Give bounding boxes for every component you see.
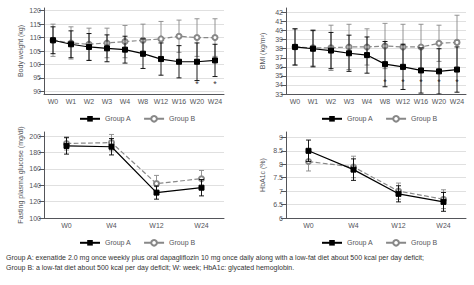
svg-text:6: 6 — [279, 215, 283, 222]
svg-text:W16: W16 — [172, 98, 187, 105]
svg-text:W4: W4 — [106, 222, 117, 229]
svg-text:W2: W2 — [326, 98, 337, 105]
svg-text:7: 7 — [279, 188, 283, 195]
svg-text:*: * — [437, 77, 441, 87]
svg-text:40: 40 — [275, 27, 283, 34]
svg-text:W24: W24 — [450, 98, 465, 105]
svg-text:120: 120 — [29, 7, 41, 14]
svg-text:Group B: Group B — [169, 239, 195, 247]
svg-text:37: 37 — [275, 54, 283, 61]
svg-text:105: 105 — [29, 48, 41, 55]
svg-text:Group B: a low-fat diet about: Group B: a low-fat diet about 500 kcal p… — [6, 264, 294, 272]
svg-text:W24: W24 — [194, 222, 209, 229]
svg-text:W12: W12 — [149, 222, 164, 229]
svg-text:160: 160 — [29, 165, 41, 172]
svg-text:W0: W0 — [290, 98, 301, 105]
svg-text:*: * — [195, 79, 199, 89]
svg-text:W16: W16 — [414, 98, 429, 105]
svg-text:120: 120 — [29, 198, 41, 205]
svg-text:W8: W8 — [138, 98, 149, 105]
svg-text:W0: W0 — [48, 98, 59, 105]
svg-text:110: 110 — [30, 34, 41, 41]
svg-text:180: 180 — [29, 149, 41, 156]
svg-text:Group A: Group A — [347, 115, 373, 123]
svg-text:Group A: Group A — [347, 239, 373, 247]
svg-text:41: 41 — [275, 18, 283, 25]
svg-text:Group B: Group B — [411, 239, 437, 247]
svg-text:95: 95 — [33, 74, 41, 81]
svg-text:W4: W4 — [362, 98, 373, 105]
svg-text:100: 100 — [29, 215, 41, 222]
svg-text:W4: W4 — [120, 98, 131, 105]
svg-text:*: * — [383, 77, 387, 87]
svg-text:Group A: exenatide 2.0 mg once: Group A: exenatide 2.0 mg once weekly pl… — [6, 254, 424, 262]
svg-text:90: 90 — [33, 88, 41, 95]
svg-text:W20: W20 — [190, 98, 205, 105]
svg-text:*: * — [419, 77, 423, 87]
svg-text:W1: W1 — [66, 98, 77, 105]
svg-text:140: 140 — [29, 182, 41, 189]
svg-text:W1: W1 — [308, 98, 319, 105]
svg-text:*: * — [213, 79, 217, 89]
svg-text:W12: W12 — [396, 98, 411, 105]
svg-text:39: 39 — [275, 36, 283, 43]
svg-text:38: 38 — [275, 45, 283, 52]
svg-text:W3: W3 — [344, 98, 355, 105]
svg-text:W4: W4 — [348, 222, 359, 229]
svg-text:Group A: Group A — [105, 115, 131, 123]
svg-text:7.5: 7.5 — [273, 174, 283, 181]
svg-text:*: * — [455, 77, 459, 87]
svg-text:W3: W3 — [102, 98, 113, 105]
svg-text:W12: W12 — [391, 222, 406, 229]
svg-text:HbA1c (%): HbA1c (%) — [259, 158, 267, 192]
svg-text:Group B: Group B — [411, 115, 437, 123]
svg-text:8: 8 — [279, 161, 283, 168]
svg-text:6.5: 6.5 — [273, 201, 283, 208]
svg-text:115: 115 — [30, 21, 41, 28]
svg-text:*: * — [401, 77, 405, 87]
svg-text:42: 42 — [275, 9, 283, 16]
svg-text:W12: W12 — [154, 98, 169, 105]
svg-text:200: 200 — [29, 133, 41, 140]
svg-text:100: 100 — [29, 61, 41, 68]
svg-text:W24: W24 — [208, 98, 223, 105]
svg-text:W8: W8 — [380, 98, 391, 105]
svg-text:BMI (kg/m²): BMI (kg/m²) — [259, 33, 267, 70]
svg-text:Fasting plasma glucose (mg/dl): Fasting plasma glucose (mg/dl) — [17, 126, 25, 223]
svg-text:33: 33 — [275, 91, 283, 98]
svg-text:W0: W0 — [61, 222, 72, 229]
svg-text:Body weight (kg): Body weight (kg) — [17, 25, 25, 77]
svg-text:W20: W20 — [432, 98, 447, 105]
svg-text:W2: W2 — [84, 98, 95, 105]
svg-text:9: 9 — [279, 134, 283, 141]
svg-text:Group B: Group B — [169, 115, 195, 123]
svg-text:35: 35 — [275, 72, 283, 79]
svg-text:8.5: 8.5 — [273, 147, 283, 154]
svg-text:34: 34 — [275, 81, 283, 88]
svg-text:36: 36 — [275, 63, 283, 70]
svg-text:W0: W0 — [303, 222, 314, 229]
svg-text:W24: W24 — [436, 222, 451, 229]
svg-text:Group A: Group A — [105, 239, 131, 247]
